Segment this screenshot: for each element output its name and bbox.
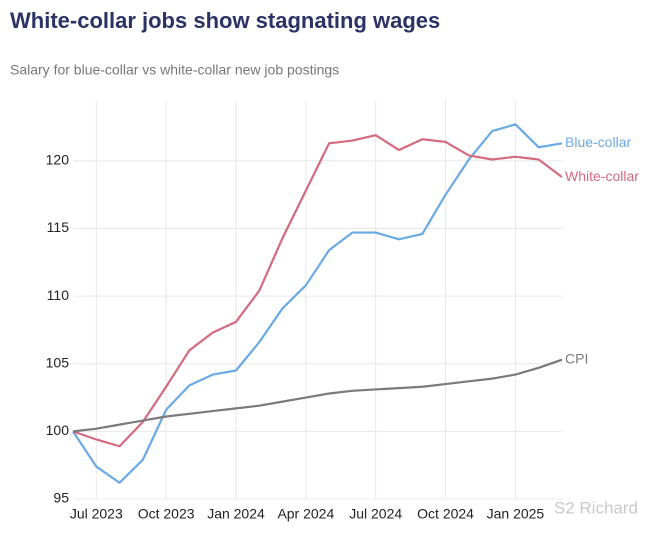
series-line (72, 134, 563, 448)
watermark: S2 Richard (554, 498, 638, 517)
x-tick-label: Oct 2023 (138, 506, 195, 522)
series-line (72, 123, 563, 484)
x-tick-label: Jan 2025 (487, 506, 545, 522)
y-tick-label: 95 (53, 490, 69, 506)
y-tick-label: 105 (46, 354, 70, 370)
y-tick-label: 100 (46, 422, 70, 438)
series-label: Blue-collar (565, 134, 631, 150)
x-tick-label: Jan 2024 (207, 506, 265, 522)
y-tick-label: 110 (47, 287, 70, 303)
series-label: White-collar (565, 168, 639, 184)
chart-subtitle: Salary for blue-collar vs white-collar n… (10, 62, 339, 78)
x-tick-label: Jul 2023 (70, 506, 123, 522)
series-line (72, 358, 563, 433)
series-label: CPI (565, 350, 588, 366)
x-tick-label: Oct 2024 (417, 506, 474, 522)
x-tick-label: Apr 2024 (277, 506, 334, 522)
x-tick-label: Jul 2024 (349, 506, 402, 522)
chart-title: White-collar jobs show stagnating wages (10, 8, 440, 33)
y-tick-label: 115 (47, 219, 70, 235)
y-tick-label: 120 (46, 152, 70, 168)
